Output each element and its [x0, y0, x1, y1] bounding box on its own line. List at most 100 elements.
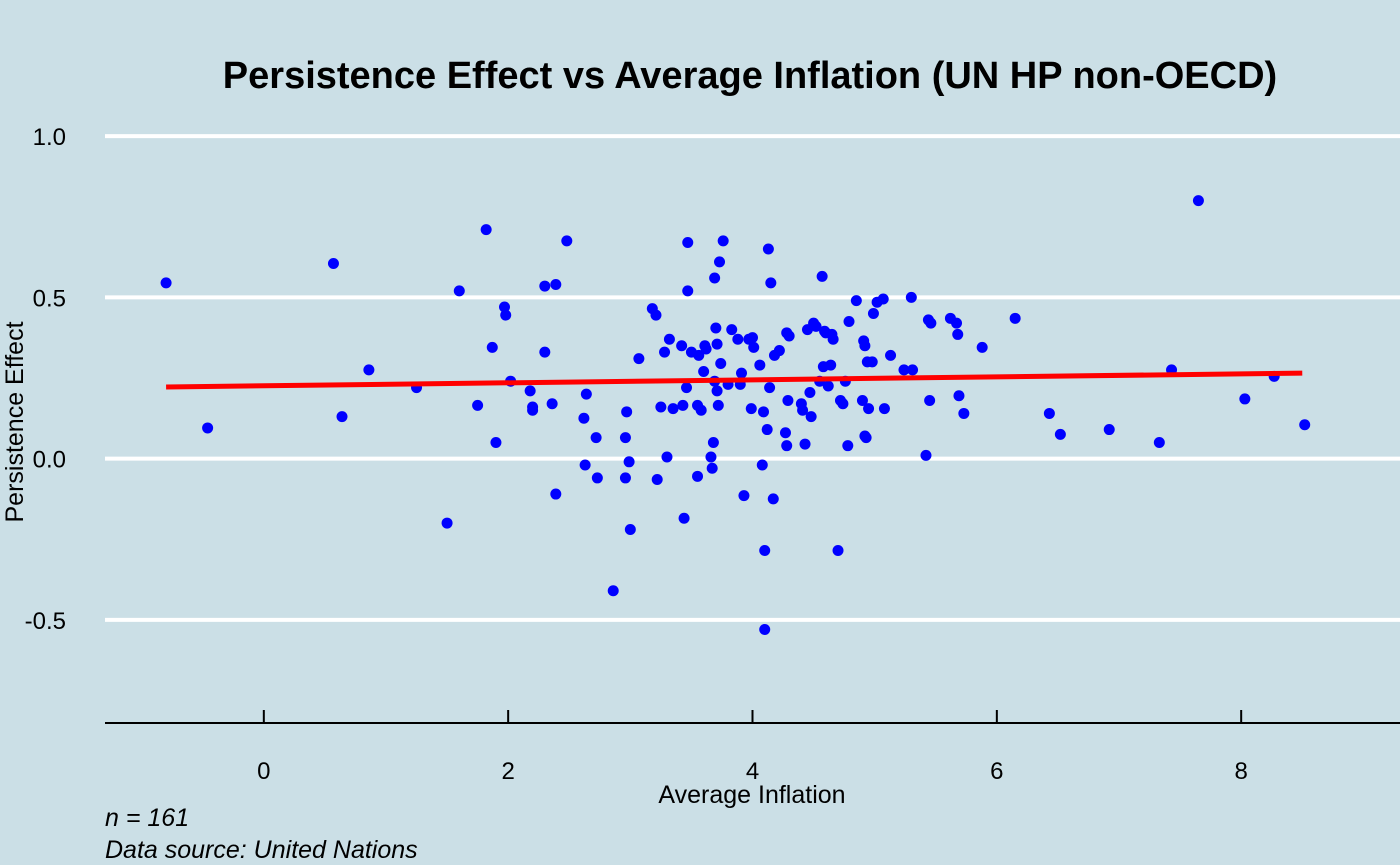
data-point	[692, 470, 704, 482]
data-point	[859, 340, 871, 352]
data-point	[619, 432, 631, 444]
data-point	[856, 395, 868, 407]
data-point	[363, 364, 375, 376]
data-point	[453, 285, 465, 297]
data-point	[705, 451, 717, 463]
data-point	[762, 243, 774, 255]
data-point	[765, 277, 777, 289]
x-tick-label: 8	[1234, 758, 1247, 785]
data-point	[827, 333, 839, 345]
trend-line	[166, 370, 1303, 390]
data-point	[539, 346, 551, 358]
data-point	[905, 291, 917, 303]
data-point	[160, 277, 172, 289]
data-point	[633, 353, 645, 365]
data-point	[1054, 428, 1066, 440]
data-point	[738, 490, 750, 502]
data-point	[336, 411, 348, 423]
data-point	[327, 257, 339, 269]
data-point	[681, 382, 693, 394]
data-point	[619, 472, 631, 484]
data-point	[898, 364, 910, 376]
x-tick-label: 2	[501, 758, 514, 785]
caption-sample-size: n = 161	[105, 804, 189, 832]
data-point	[546, 398, 558, 410]
data-point	[759, 544, 771, 556]
data-point	[527, 401, 539, 413]
data-point	[441, 517, 453, 529]
data-point	[707, 436, 719, 448]
data-point	[500, 309, 512, 321]
data-point	[805, 411, 817, 423]
data-point	[711, 338, 723, 350]
data-point	[695, 404, 707, 416]
data-point	[682, 237, 694, 249]
data-point	[659, 346, 671, 358]
caption-data-source: Data source: United Nations	[105, 836, 418, 864]
data-point	[866, 356, 878, 368]
data-point	[1043, 407, 1055, 419]
data-point	[698, 366, 710, 378]
data-point	[810, 320, 822, 332]
data-point	[480, 224, 492, 236]
x-axis-label: Average Inflation	[658, 781, 845, 809]
data-point	[1103, 424, 1115, 436]
data-point	[663, 333, 675, 345]
data-point	[712, 399, 724, 411]
data-point	[924, 395, 936, 407]
y-tick-label: 0.5	[33, 285, 66, 312]
trend-layer	[166, 370, 1303, 390]
data-point	[843, 316, 855, 328]
data-point	[1192, 195, 1204, 207]
data-point	[797, 404, 809, 416]
data-point	[767, 493, 779, 505]
data-point	[561, 235, 573, 247]
data-point	[878, 403, 890, 415]
data-point	[754, 359, 766, 371]
y-axis-label: Persistence Effect	[1, 321, 29, 522]
data-point	[779, 427, 791, 439]
data-point	[1009, 312, 1021, 324]
data-point	[877, 293, 889, 305]
data-point	[490, 436, 502, 448]
data-point	[951, 317, 963, 329]
data-point	[820, 327, 832, 339]
data-point	[667, 403, 679, 415]
data-point	[764, 382, 776, 394]
data-point	[655, 401, 667, 413]
data-point	[693, 349, 705, 361]
y-tick-label: 1.0	[33, 124, 66, 151]
data-point	[952, 328, 964, 340]
data-point	[1239, 393, 1251, 405]
data-point	[711, 385, 723, 397]
y-tick-label: -0.5	[25, 608, 66, 635]
data-point	[837, 398, 849, 410]
data-point	[781, 440, 793, 452]
data-point	[756, 459, 768, 471]
data-point	[661, 451, 673, 463]
data-point	[709, 272, 721, 284]
data-point	[736, 367, 748, 379]
data-point	[524, 385, 536, 397]
x-tick-label: 4	[746, 758, 759, 785]
data-point	[550, 278, 562, 290]
data-point	[782, 395, 794, 407]
data-point	[726, 324, 738, 336]
y-tick-label: 0.0	[33, 447, 66, 474]
data-point	[925, 317, 937, 329]
data-point	[700, 343, 712, 355]
data-point	[550, 488, 562, 500]
data-point	[885, 349, 897, 361]
data-point	[578, 412, 590, 424]
data-point	[804, 386, 816, 398]
data-point	[715, 357, 727, 369]
data-point	[1153, 436, 1165, 448]
data-point	[842, 440, 854, 452]
data-point	[748, 341, 760, 353]
x-ticks: 0 2 4 6 8	[257, 710, 1248, 785]
data-point	[759, 623, 771, 635]
data-point	[773, 345, 785, 357]
data-point	[743, 333, 755, 345]
y-tick-labels: 1.0 0.5 0.0 -0.5	[25, 124, 66, 635]
